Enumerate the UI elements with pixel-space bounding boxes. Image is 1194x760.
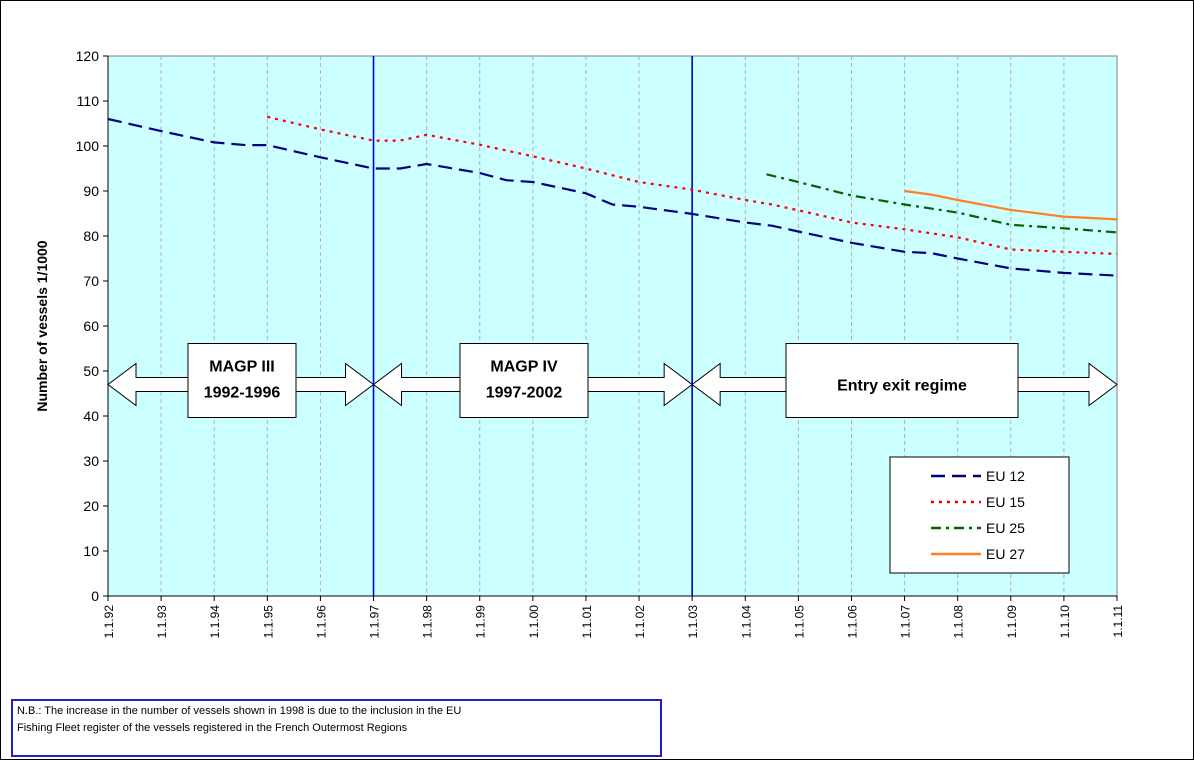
- y-tick-label: 120: [76, 48, 100, 64]
- x-tick-label: 1.1.95: [261, 605, 275, 639]
- y-tick-label: 60: [83, 318, 99, 334]
- x-tick-label: 1.1.94: [208, 605, 222, 639]
- x-tick-label: 1.1.01: [580, 605, 594, 639]
- period-label-box: [187, 343, 297, 418]
- legend-label: EU 27: [986, 546, 1025, 562]
- x-tick-label: 1.1.07: [899, 605, 913, 639]
- y-tick-label: 50: [83, 363, 99, 379]
- y-tick-label: 30: [83, 453, 99, 469]
- y-tick-label: 100: [76, 138, 100, 154]
- x-tick-label: 1.1.03: [686, 605, 700, 639]
- y-axis-label: Number of vessels 1/1000: [34, 240, 50, 411]
- series-line-eu-27: [904, 189, 1118, 221]
- y-tick-label: 90: [83, 183, 99, 199]
- x-tick-label: 1.1.08: [952, 605, 966, 639]
- y-tick-label: 20: [83, 498, 99, 514]
- legend-label: EU 25: [986, 520, 1025, 536]
- x-tick-label: 1.1.96: [314, 605, 328, 639]
- series-line-eu-25: [766, 173, 1118, 234]
- legend-box: [889, 456, 1070, 574]
- vessel-chart: MAGP III 1992-1996 MAGP IV 1997-2002 Entry e…: [34, 48, 1125, 639]
- period-label-line-1: MAGP III: [209, 359, 275, 376]
- x-tick-label: 1.1.11: [1111, 605, 1125, 638]
- y-tick-label: 110: [77, 93, 100, 109]
- period-label-line-1: MAGP IV: [490, 359, 558, 376]
- y-tick-label: 70: [83, 273, 99, 289]
- x-tick-label: 1.1.97: [368, 605, 382, 639]
- x-tick-label: 1.1.93: [155, 605, 169, 639]
- period-label-line-2: 1997-2002: [486, 385, 563, 402]
- footnote-line-1: N.B.: The increase in the number of vess…: [17, 705, 462, 717]
- legend-label: EU 12: [986, 468, 1025, 484]
- x-tick-label: 1.1.04: [739, 605, 753, 639]
- period-label-line-1: Entry exit regime: [837, 378, 967, 395]
- x-tick-label: 1.1.09: [1005, 605, 1019, 639]
- x-tick-label: 1.1.06: [845, 605, 859, 639]
- y-tick-label: 40: [83, 408, 99, 424]
- y-tick-label: 80: [83, 228, 99, 244]
- x-tick-label: 1.1.92: [102, 605, 116, 639]
- x-tick-label: 1.1.10: [1058, 605, 1072, 639]
- y-tick-label: 0: [91, 588, 99, 604]
- series-line-eu-15: [267, 115, 1118, 256]
- x-tick-label: 1.1.99: [474, 605, 488, 639]
- legend-label: EU 15: [986, 494, 1025, 510]
- x-tick-label: 1.1.05: [792, 605, 806, 639]
- period-label-box: [785, 343, 1019, 418]
- footnote-box: N.B.: The increase in the number of vess…: [11, 699, 662, 757]
- footnote-line-2: Fishing Fleet register of the vessels re…: [17, 722, 408, 734]
- period-label-line-2: 1992-1996: [204, 385, 281, 402]
- period-label-box: [459, 343, 589, 418]
- y-tick-label: 10: [83, 543, 99, 559]
- x-tick-label: 1.1.98: [421, 605, 435, 639]
- x-tick-label: 1.1.02: [633, 605, 647, 639]
- x-tick-label: 1.1.00: [527, 605, 541, 639]
- series-line-eu-12: [107, 117, 1118, 277]
